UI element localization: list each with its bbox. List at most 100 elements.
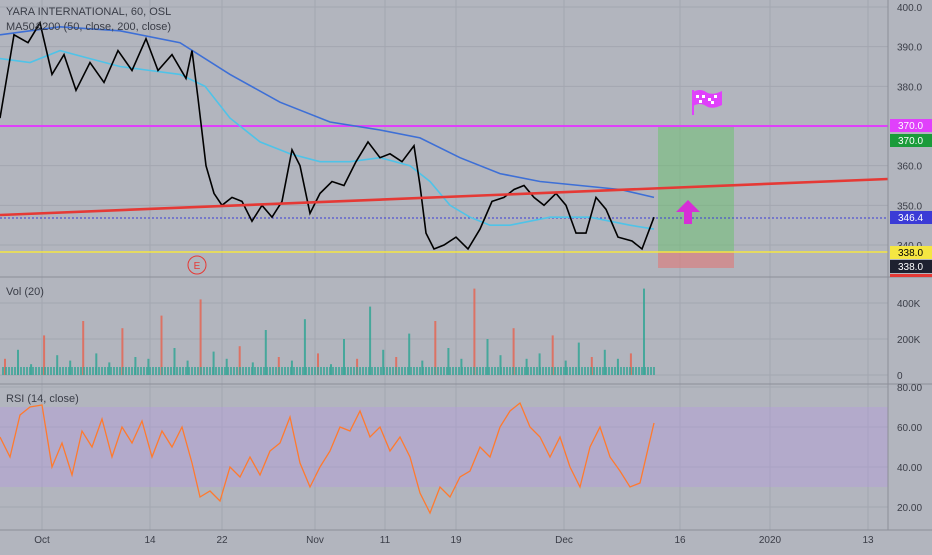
volume-bar <box>449 367 451 375</box>
volume-bar <box>365 367 367 375</box>
volume-bar <box>86 367 88 375</box>
volume-bar <box>344 367 346 375</box>
volume-bar <box>179 367 181 375</box>
volume-bar <box>119 367 121 375</box>
volume-bar <box>107 367 109 375</box>
volume-tick-label: 400K <box>897 299 921 310</box>
rsi-indicator-label[interactable]: RSI (14, close) <box>6 393 79 405</box>
volume-bar <box>170 367 172 375</box>
volume-bar <box>110 367 112 375</box>
time-tick-label: Nov <box>306 535 324 546</box>
vertical-grid <box>41 0 869 530</box>
volume-bar <box>527 367 529 375</box>
volume-bar <box>641 367 643 375</box>
volume-bar <box>560 367 562 375</box>
volume-bar <box>578 367 580 375</box>
volume-bar <box>476 367 478 375</box>
volume-bar <box>512 367 514 375</box>
price-tag-support-dark: 338.0 <box>890 260 932 273</box>
time-tick-label: 19 <box>450 535 462 546</box>
volume-bar <box>629 353 632 375</box>
volume-bar <box>515 367 517 375</box>
volume-bar <box>41 367 43 375</box>
volume-bar <box>353 367 355 375</box>
volume-bar <box>518 367 520 375</box>
volume-bar <box>71 367 73 375</box>
volume-bar <box>590 367 592 375</box>
volume-bar <box>281 367 283 375</box>
volume-bar <box>43 335 46 375</box>
volume-bar <box>647 367 649 375</box>
volume-bar <box>485 367 487 375</box>
volume-bar <box>524 367 526 375</box>
volume-bar <box>575 367 577 375</box>
earnings-marker[interactable] <box>187 255 207 275</box>
volume-axis[interactable]: 400K 200K 0 <box>897 299 921 382</box>
volume-bar <box>643 288 645 375</box>
volume-bar <box>116 367 118 375</box>
rsi-axis[interactable]: 80.00 60.00 40.00 20.00 <box>897 383 922 514</box>
arrow-up-icon[interactable] <box>676 200 700 224</box>
volume-bar <box>199 299 202 375</box>
price-tag-resistance-green: 370.0 <box>890 134 932 147</box>
volume-bar <box>238 346 241 375</box>
volume-bar <box>460 358 463 375</box>
volume-bar <box>251 367 253 375</box>
volume-bar <box>577 342 580 375</box>
volume-bar <box>134 357 137 375</box>
price-line <box>0 20 655 251</box>
volume-bar <box>264 330 267 375</box>
volume-bar <box>167 367 169 375</box>
volume-bar <box>419 367 421 375</box>
volume-bar <box>155 367 157 375</box>
volume-bar <box>44 367 46 375</box>
volume-bar <box>602 367 604 375</box>
volume-bar <box>431 367 433 375</box>
volume-bar <box>80 367 82 375</box>
volume-bar <box>338 367 340 375</box>
volume-bar <box>272 367 274 375</box>
flag-icon[interactable] <box>692 90 722 115</box>
volume-bar <box>263 367 265 375</box>
time-tick-label: Oct <box>34 535 50 546</box>
volume-bar <box>173 367 175 375</box>
volume-bar <box>401 367 403 375</box>
volume-bar <box>603 349 606 375</box>
ma200-line <box>0 25 655 199</box>
price-tag-current: 346.4 <box>890 211 932 224</box>
volume-bar <box>302 367 304 375</box>
volume-bar <box>266 367 268 375</box>
volume-bar <box>89 367 91 375</box>
volume-bar <box>56 355 59 375</box>
volume-bar <box>160 315 163 375</box>
volume-bar <box>326 367 328 375</box>
price-tag-text: 370.0 <box>898 136 923 147</box>
volume-bar <box>494 367 496 375</box>
volume-bars <box>2 288 655 375</box>
volume-bar <box>77 367 79 375</box>
trendline[interactable] <box>0 177 889 217</box>
volume-indicator-label[interactable]: Vol (20) <box>6 286 44 298</box>
volume-bar <box>104 367 106 375</box>
volume-bar <box>542 367 544 375</box>
volume-bar <box>239 367 241 375</box>
volume-bar <box>32 367 34 375</box>
volume-bar <box>308 367 310 375</box>
symbol-title: YARA INTERNATIONAL, 60, OSL <box>6 6 171 18</box>
price-tag-text: 338.0 <box>898 248 923 259</box>
volume-bar <box>482 367 484 375</box>
stop-zone[interactable] <box>658 252 734 268</box>
ma-indicator-label[interactable]: MA50&200 (50, close, 200, close) <box>6 21 171 33</box>
volume-bar <box>632 367 634 375</box>
price-tag-resistance-pink: 370.0 <box>890 119 932 132</box>
volume-bar <box>254 367 256 375</box>
volume-bar <box>242 367 244 375</box>
volume-bar <box>108 362 111 375</box>
volume-tick-label: 200K <box>897 335 921 346</box>
volume-bar <box>623 367 625 375</box>
volume-bar <box>408 333 411 375</box>
time-axis[interactable]: Oct 14 22 Nov 11 19 Dec 16 2020 13 <box>34 535 874 546</box>
